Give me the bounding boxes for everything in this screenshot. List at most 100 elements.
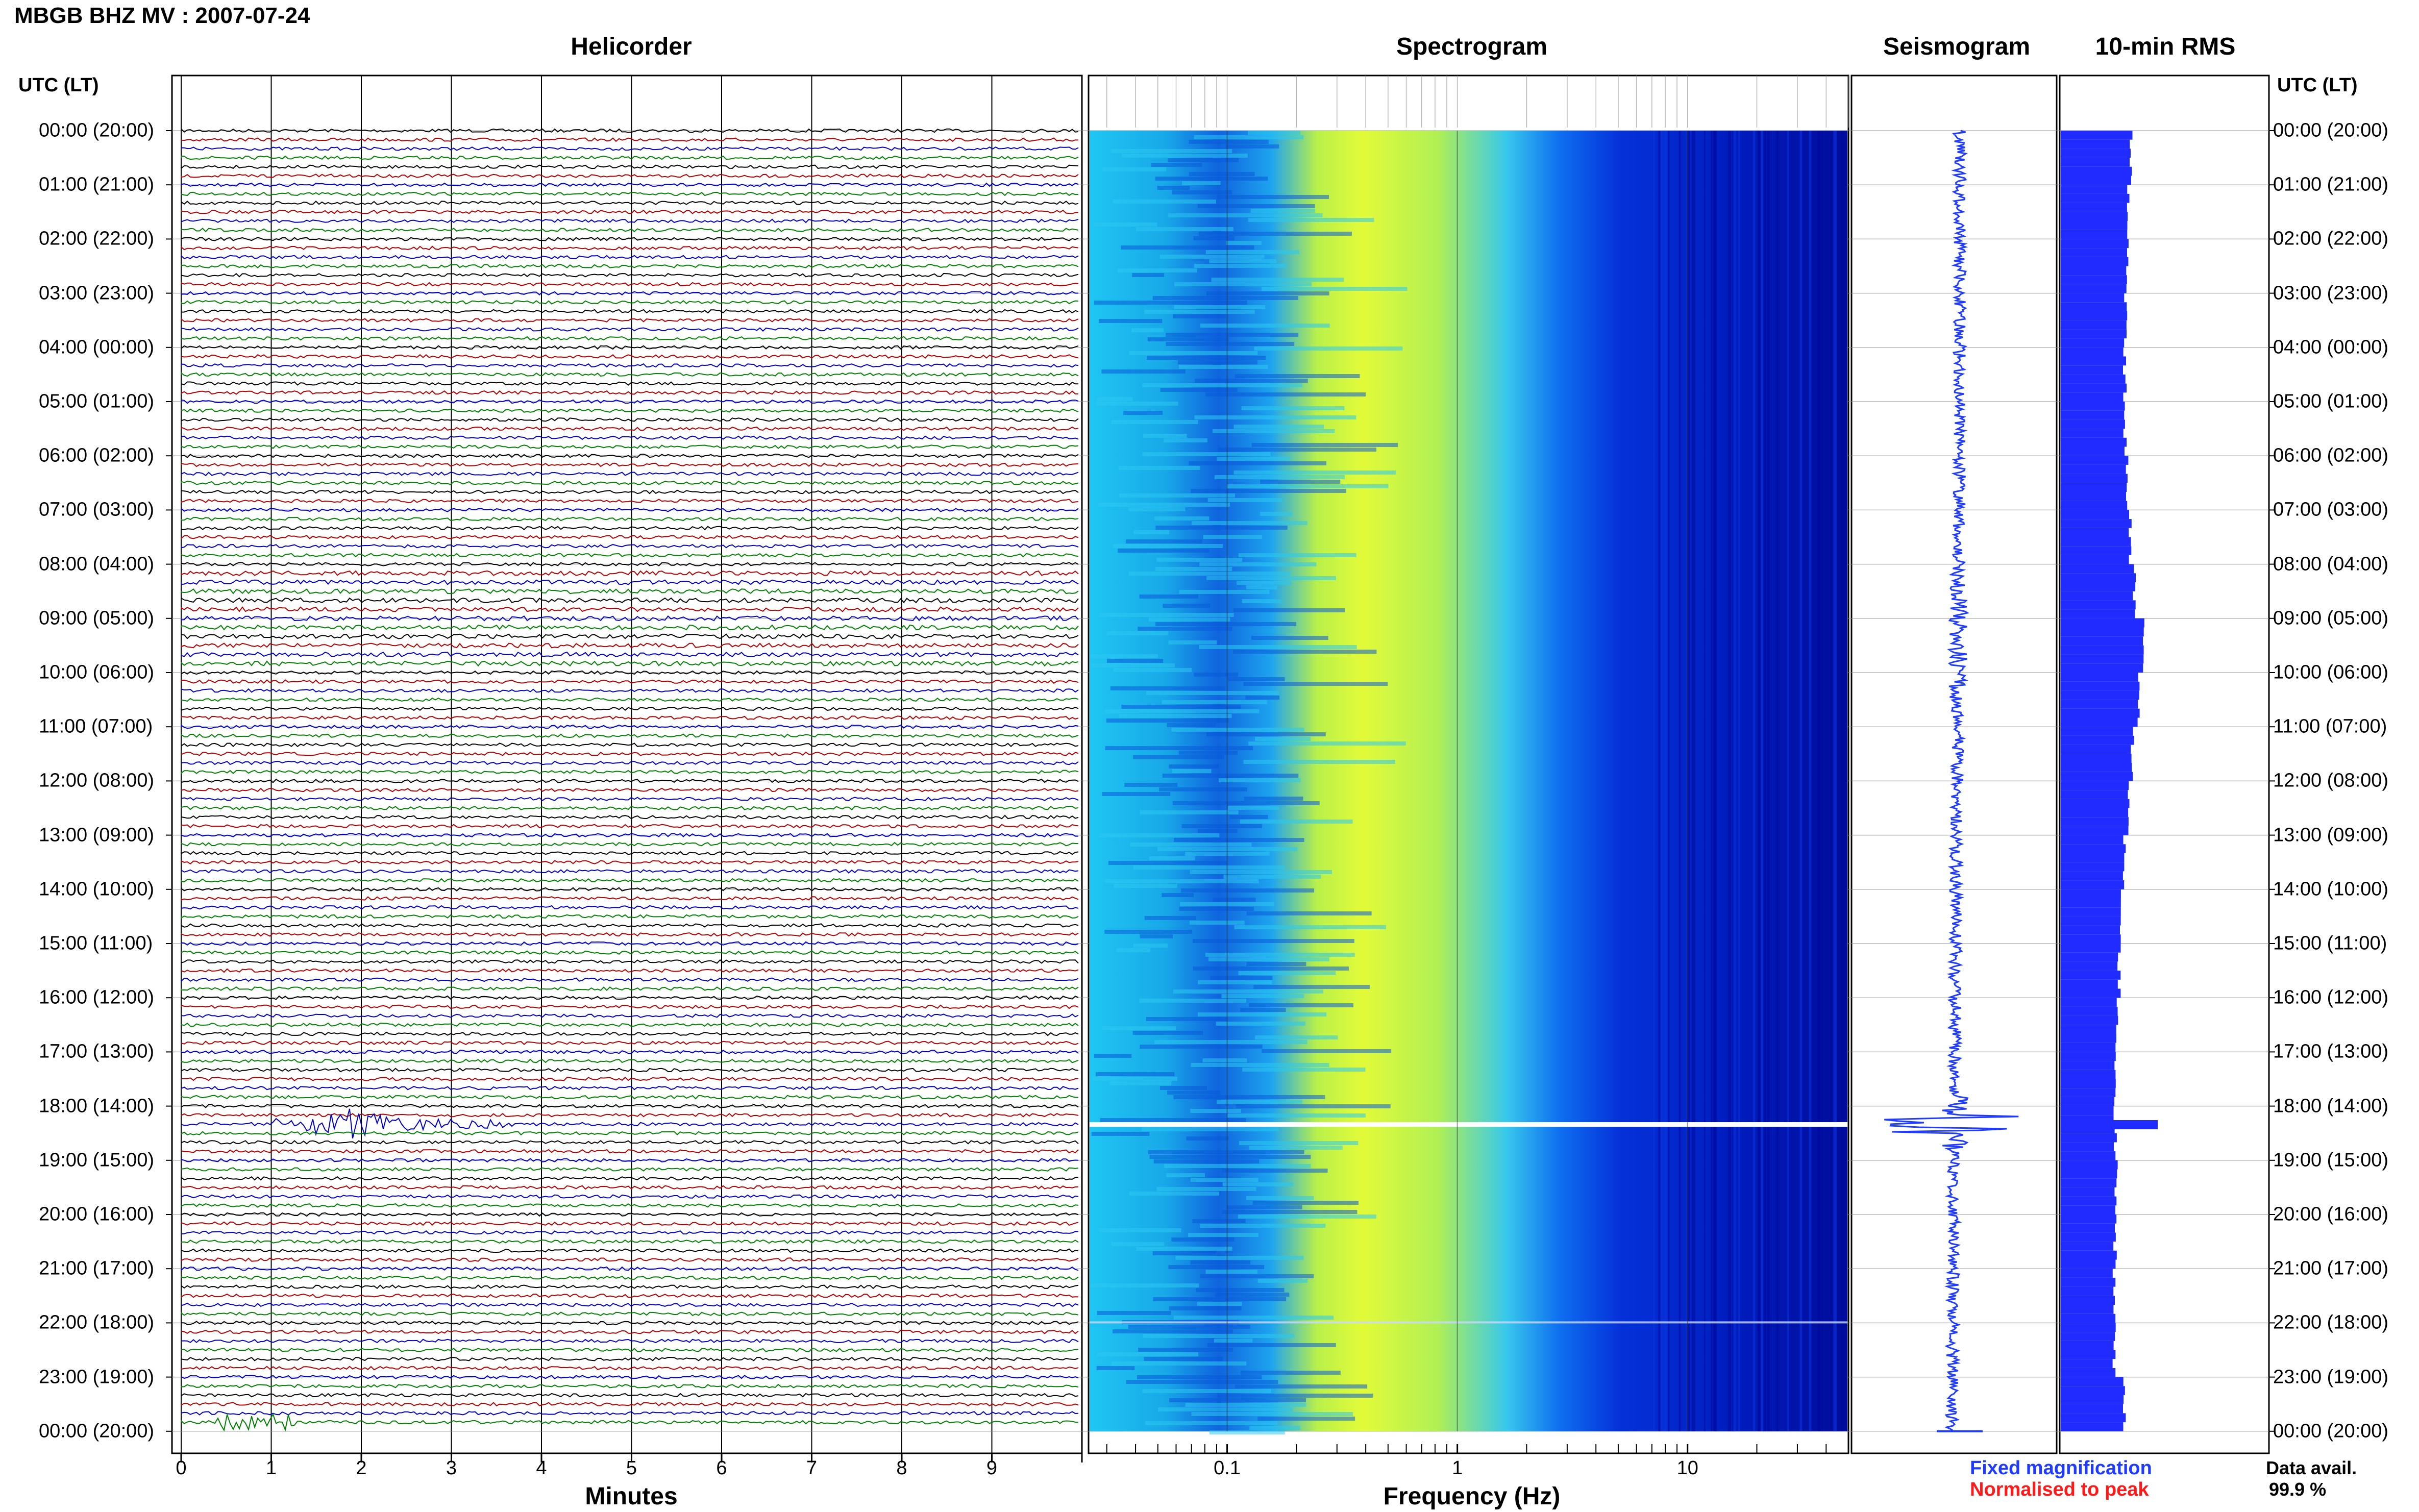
rms-bar (2061, 754, 2132, 763)
helicorder-row-trace (181, 435, 1079, 440)
rms-bar (2061, 1043, 2116, 1052)
spectrogram-stripe (1143, 1334, 1295, 1338)
spectrogram-stripe (1199, 232, 1352, 236)
rms-bar (2061, 248, 2127, 257)
helicorder-row-trace (181, 1167, 1079, 1172)
helicorder-row-trace (181, 1329, 1079, 1334)
spectrogram-stripe (1248, 741, 1406, 746)
spectrogram-stripe (1152, 1251, 1216, 1255)
spectrogram-stripe (1253, 985, 1370, 989)
time-label-right: 11:00 (07:00) (2273, 715, 2387, 737)
helicorder-row-trace (181, 408, 1079, 413)
helicorder-row-trace (181, 489, 1079, 494)
rms-bar (2061, 266, 2127, 276)
spectrogram-faint-line (1090, 1321, 1847, 1324)
spectrogram-stripe (1159, 1086, 1207, 1090)
spectrogram-stripe (1214, 1339, 1253, 1343)
spectrogram-stripe (1166, 1173, 1205, 1177)
rms-bar (2061, 1323, 2116, 1332)
spectrogram-stripe (1121, 705, 1241, 709)
time-label-right: 12:00 (08:00) (2273, 770, 2389, 791)
helicorder-row-trace (181, 633, 1079, 639)
right-utc-label: UTC (LT) (2277, 75, 2358, 96)
rms-bar (2061, 176, 2131, 185)
spectrogram-stripe (1249, 1426, 1300, 1430)
spectrogram-stripe (1137, 1375, 1262, 1379)
spectrogram-stripe (1217, 195, 1329, 199)
rms-bar (2061, 1088, 2116, 1097)
helicorder-row-trace (181, 570, 1079, 576)
spectrogram-stripe (1173, 1095, 1325, 1099)
spectrogram-stripe (1118, 549, 1210, 553)
helicorder-traces (181, 128, 1079, 1432)
rms-bar (2061, 1061, 2115, 1070)
helicorder-row-trace (181, 579, 1079, 585)
spectrogram-stripe (1200, 1224, 1326, 1228)
minute-tick-label: 5 (626, 1457, 637, 1479)
rms-bar (2061, 429, 2124, 438)
spectrogram-stripe (1198, 1012, 1327, 1017)
helicorder-row-trace (181, 724, 1079, 729)
helicorder-row-trace (181, 155, 1079, 160)
spectrogram-stripe (1166, 333, 1299, 337)
rms-bar (2061, 591, 2133, 601)
spectrogram-stripe (1249, 1146, 1343, 1150)
rms-bar (2061, 1413, 2126, 1423)
time-label-right: 19:00 (15:00) (2273, 1149, 2389, 1171)
spectrogram-stripe (1096, 402, 1178, 406)
legend-fixed-magnification: Fixed magnification (1970, 1457, 2152, 1479)
rms-bar (2061, 456, 2129, 465)
spectrogram-stripe (1233, 425, 1324, 429)
helicorder-row-trace (181, 887, 1079, 892)
spectrogram-stripe (1159, 255, 1265, 259)
spectrogram-stripe (1110, 686, 1225, 690)
spectrogram-title: Spectrogram (1396, 33, 1548, 60)
spectrogram-stripe (1206, 576, 1337, 580)
rms-bar (2061, 1377, 2124, 1386)
helicorder-row-trace (181, 137, 1079, 142)
spectrogram-stripe (1194, 135, 1304, 139)
helicorder-row-trace (181, 218, 1079, 224)
spectrogram-stripe (1255, 737, 1311, 741)
minute-tick-label: 6 (716, 1457, 727, 1479)
time-label-left: 10:00 (06:00) (39, 661, 155, 683)
spectrogram-stripe (1238, 553, 1356, 557)
spectrogram-stripe (1155, 567, 1232, 571)
spectrogram-stripe (1104, 930, 1193, 934)
time-label-right: 18:00 (14:00) (2273, 1095, 2389, 1117)
minute-tick-label: 8 (896, 1457, 907, 1479)
spectrogram-stripe (1190, 1260, 1250, 1265)
rms-bar (2061, 185, 2128, 194)
rms-bar (2061, 374, 2126, 384)
rms-bar (2061, 700, 2138, 709)
spectrogram-stripe (1174, 305, 1266, 309)
time-label-left: 23:00 (19:00) (39, 1366, 155, 1388)
time-label-right: 00:00 (20:00) (2273, 1420, 2389, 1442)
rms-bar (2061, 781, 2129, 790)
helicorder-row-trace (181, 300, 1079, 305)
spectrogram-stripe (1203, 535, 1262, 539)
spectrogram-stripe (1178, 751, 1238, 755)
rms-bar (2061, 131, 2133, 140)
helicorder-row-trace (181, 778, 1079, 783)
spectrogram-stripe (1189, 921, 1245, 925)
helicorder-row-trace (181, 932, 1079, 937)
spectrogram-stripe (1194, 264, 1287, 268)
spectrogram-border (1088, 75, 1849, 1454)
spectrogram-stripe (1108, 861, 1227, 865)
spectrogram-stripe (1110, 149, 1232, 153)
spectrogram-stripe (1094, 1054, 1132, 1058)
helicorder-row-trace (181, 841, 1079, 847)
spectrogram-stripe (1111, 1361, 1247, 1366)
rms-bar (2061, 1223, 2115, 1233)
spectrogram-stripe (1126, 1380, 1278, 1384)
rms-bar (2061, 1079, 2116, 1088)
spectrogram-stripe (1181, 824, 1262, 828)
time-label-left: 19:00 (15:00) (39, 1149, 155, 1171)
spectrogram-stripe (1173, 989, 1323, 994)
helicorder-row-trace (181, 291, 1078, 296)
rms-bar (2061, 1187, 2115, 1197)
rms-bar (2061, 627, 2144, 637)
spectrogram-stripe (1142, 383, 1303, 387)
spectrogram-stripe (1206, 291, 1329, 295)
